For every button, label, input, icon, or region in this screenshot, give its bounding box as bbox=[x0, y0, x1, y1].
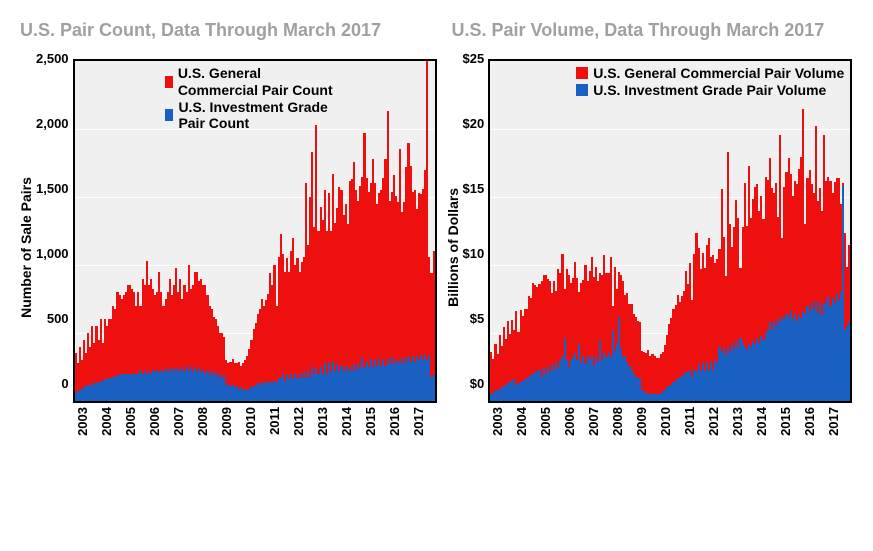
y-tick-label: 1,000 bbox=[36, 246, 69, 261]
right-chart-title: U.S. Pair Volume, Data Through March 201… bbox=[452, 20, 864, 41]
x-tick-label: 2014 bbox=[339, 407, 363, 436]
x-tick-label: 2013 bbox=[315, 407, 339, 436]
legend-label: U.S. General Commercial Pair Volume bbox=[593, 65, 844, 82]
y-tick-label: $10 bbox=[463, 246, 485, 261]
legend-swatch bbox=[576, 84, 588, 96]
x-tick-label: 2011 bbox=[682, 407, 706, 436]
x-tick-label: 2013 bbox=[730, 407, 754, 436]
x-tick-label: 2003 bbox=[490, 407, 514, 436]
x-tick-label: 2017 bbox=[411, 407, 435, 436]
x-tick-label: 2010 bbox=[658, 407, 682, 436]
right-chart: Billions of Dollars$25$20$15$10$5$0U.S. … bbox=[443, 59, 853, 436]
legend-swatch bbox=[165, 76, 173, 88]
x-tick-label: 2015 bbox=[778, 407, 802, 436]
legend-swatch bbox=[576, 67, 588, 79]
legend-label: U.S. General Commercial Pair Count bbox=[178, 65, 345, 99]
legend-swatch bbox=[165, 109, 174, 121]
x-tick-label: 2017 bbox=[826, 407, 850, 436]
left-chart: Number of Sale Pairs2,5002,0001,5001,000… bbox=[16, 59, 437, 436]
x-tick-label: 2005 bbox=[123, 407, 147, 436]
legend: U.S. General Commercial Pair CountU.S. I… bbox=[165, 65, 345, 132]
y-tick-label: 1,500 bbox=[36, 181, 69, 196]
legend: U.S. General Commercial Pair VolumeU.S. … bbox=[576, 65, 844, 99]
bar-sub bbox=[433, 374, 435, 401]
y-tick-label: 0 bbox=[61, 376, 68, 391]
x-tick-label: 2014 bbox=[754, 407, 778, 436]
y-tick-label: 500 bbox=[47, 311, 69, 326]
x-tick-label: 2009 bbox=[219, 407, 243, 436]
y-tick-label: $25 bbox=[463, 51, 485, 66]
x-tick-label: 2007 bbox=[586, 407, 610, 436]
x-tick-label: 2008 bbox=[610, 407, 634, 436]
y-tick-label: 2,000 bbox=[36, 116, 69, 131]
y-tick-label: $0 bbox=[470, 376, 484, 391]
legend-label: U.S. Investment Grade Pair Count bbox=[178, 99, 344, 133]
left-chart-title: U.S. Pair Count, Data Through March 2017 bbox=[20, 20, 432, 41]
x-tick-label: 2010 bbox=[243, 407, 267, 436]
x-tick-label: 2007 bbox=[171, 407, 195, 436]
y-axis-label: Billions of Dollars bbox=[443, 59, 463, 436]
x-tick-label: 2006 bbox=[562, 407, 586, 436]
x-tick-label: 2016 bbox=[387, 407, 411, 436]
y-tick-label: $15 bbox=[463, 181, 485, 196]
y-axis-label: Number of Sale Pairs bbox=[16, 59, 36, 436]
x-tick-label: 2009 bbox=[634, 407, 658, 436]
bar-sub bbox=[848, 322, 850, 401]
legend-label: U.S. Investment Grade Pair Volume bbox=[593, 82, 826, 99]
x-tick-label: 2016 bbox=[802, 407, 826, 436]
x-tick-label: 2011 bbox=[267, 407, 291, 436]
x-tick-label: 2012 bbox=[291, 407, 315, 436]
x-tick-label: 2003 bbox=[75, 407, 99, 436]
x-tick-label: 2005 bbox=[538, 407, 562, 436]
x-tick-label: 2012 bbox=[706, 407, 730, 436]
y-tick-label: 2,500 bbox=[36, 51, 69, 66]
x-tick-label: 2015 bbox=[363, 407, 387, 436]
x-tick-label: 2004 bbox=[99, 407, 123, 436]
y-tick-label: $20 bbox=[463, 116, 485, 131]
x-tick-label: 2008 bbox=[195, 407, 219, 436]
x-tick-label: 2004 bbox=[514, 407, 538, 436]
y-tick-label: $5 bbox=[470, 311, 484, 326]
x-tick-label: 2006 bbox=[147, 407, 171, 436]
